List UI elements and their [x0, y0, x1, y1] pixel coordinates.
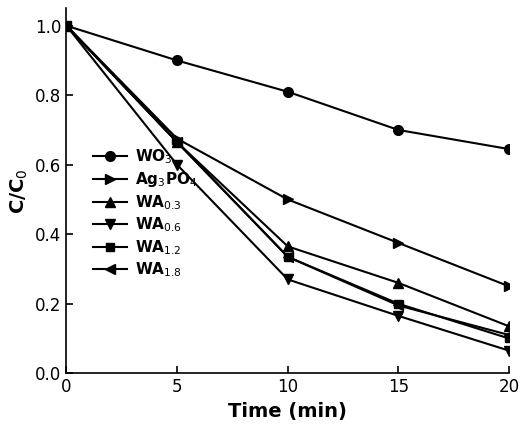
WO$_3$ [285, 89, 291, 94]
WO$_3$ [63, 23, 70, 28]
Line: WA$_{0.3}$: WA$_{0.3}$ [62, 21, 514, 331]
Line: WO$_3$: WO$_3$ [62, 21, 514, 154]
WA$_{1.2}$ [395, 301, 402, 306]
WA$_{1.8}$ [506, 332, 512, 338]
WA$_{0.6}$ [506, 348, 512, 353]
WO$_3$ [395, 127, 402, 133]
WA$_{0.3}$ [174, 139, 180, 145]
WA$_{0.6}$ [395, 313, 402, 318]
Y-axis label: C/C$_0$: C/C$_0$ [8, 168, 30, 214]
WA$_{0.3}$ [63, 23, 70, 28]
WO$_3$ [506, 147, 512, 152]
WO$_3$ [174, 58, 180, 63]
WA$_{0.3}$ [506, 324, 512, 329]
WA$_{0.3}$ [285, 244, 291, 249]
WA$_{1.2}$ [174, 139, 180, 145]
Line: WA$_{1.8}$: WA$_{1.8}$ [62, 21, 514, 340]
Ag$_3$PO$_4$ [63, 23, 70, 28]
WA$_{0.6}$ [174, 162, 180, 167]
WA$_{1.8}$ [63, 23, 70, 28]
Line: WA$_{0.6}$: WA$_{0.6}$ [62, 21, 514, 356]
WA$_{1.2}$ [506, 336, 512, 341]
WA$_{1.2}$ [63, 23, 70, 28]
WA$_{0.6}$ [285, 277, 291, 282]
WA$_{1.8}$ [174, 139, 180, 145]
Legend: WO$_3$, Ag$_3$PO$_4$, WA$_{0.3}$, WA$_{0.6}$, WA$_{1.2}$, WA$_{1.8}$: WO$_3$, Ag$_3$PO$_4$, WA$_{0.3}$, WA$_{0… [87, 142, 203, 285]
WA$_{0.3}$ [395, 280, 402, 285]
Ag$_3$PO$_4$ [506, 284, 512, 289]
Ag$_3$PO$_4$ [395, 240, 402, 245]
Line: WA$_{1.2}$: WA$_{1.2}$ [62, 21, 513, 343]
WA$_{1.2}$ [285, 254, 291, 260]
WA$_{1.8}$ [395, 303, 402, 308]
Ag$_3$PO$_4$ [285, 197, 291, 202]
WA$_{1.8}$ [285, 254, 291, 260]
X-axis label: Time (min): Time (min) [228, 402, 347, 421]
Ag$_3$PO$_4$ [174, 136, 180, 141]
WA$_{0.6}$ [63, 23, 70, 28]
Line: Ag$_3$PO$_4$: Ag$_3$PO$_4$ [62, 21, 514, 291]
